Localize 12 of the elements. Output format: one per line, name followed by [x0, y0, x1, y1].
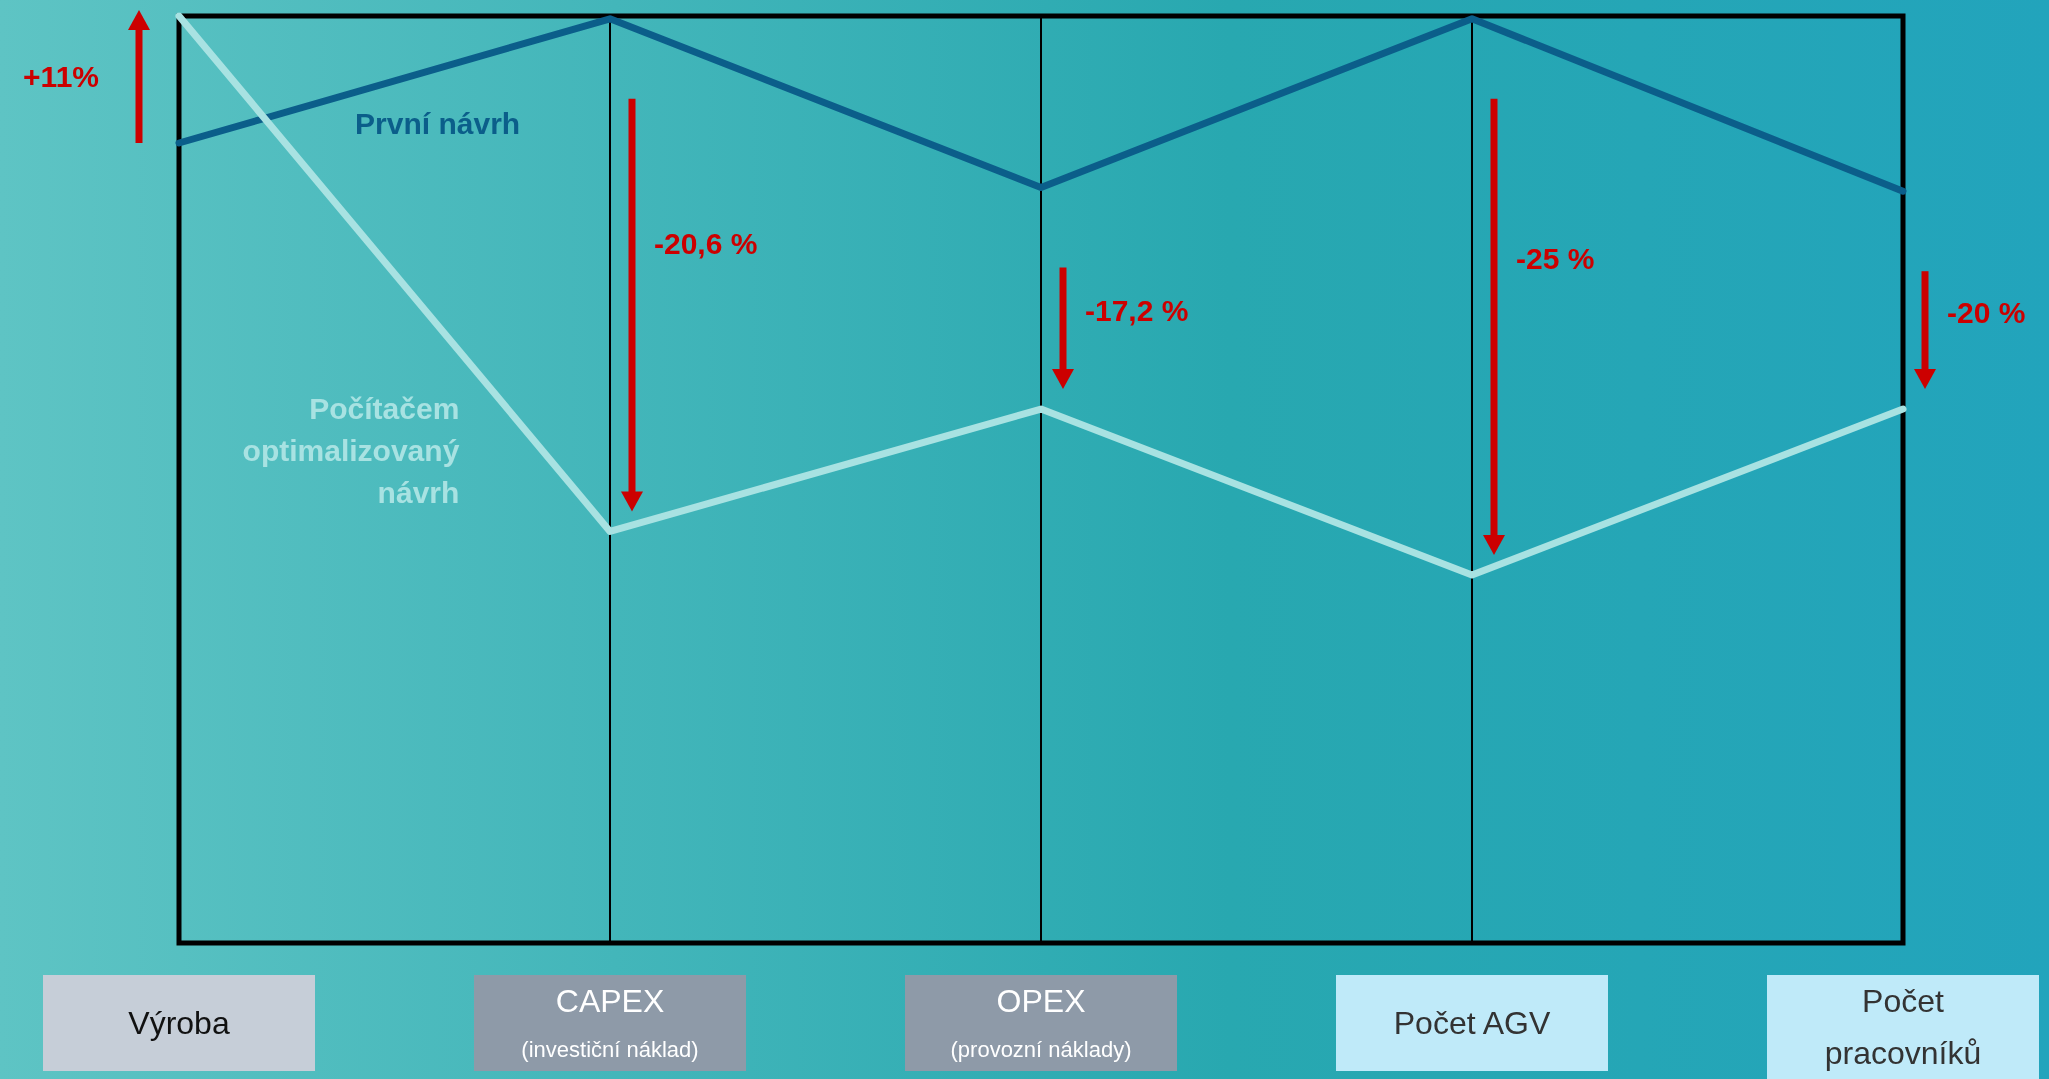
- series-label: První návrh: [355, 106, 521, 140]
- series-label: Počítačem optimalizovaný návrh: [242, 391, 460, 509]
- x-tick-label: OPEX (provozní náklady): [950, 983, 1132, 1062]
- x-tick-label: CAPEX (investiční náklad): [521, 983, 699, 1062]
- annotation: -20,6 %: [654, 226, 758, 260]
- x-tick-label: Počet AGV: [1393, 1005, 1551, 1041]
- text: -20 %: [1947, 295, 2026, 329]
- annotation: -25 %: [1516, 241, 1595, 275]
- text: +11%: [23, 60, 99, 93]
- x-tick-label: Počet pracovníků: [1824, 983, 1982, 1071]
- x-tick-label: Výroba: [128, 1005, 230, 1041]
- annotation: -17,2 %: [1085, 293, 1189, 327]
